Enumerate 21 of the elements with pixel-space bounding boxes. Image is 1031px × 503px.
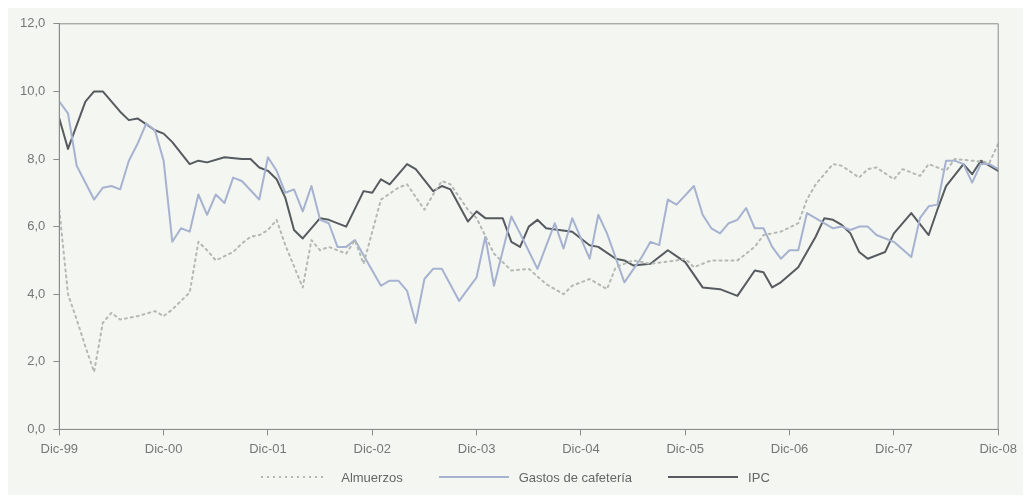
legend-label: Almuerzos [341, 469, 403, 485]
legend-label: IPC [748, 469, 770, 485]
y-tick-label: 8,0 [27, 150, 46, 166]
x-tick-label: Dic-03 [457, 440, 496, 456]
y-tick-label: 4,0 [27, 285, 46, 301]
y-tick-label: 2,0 [27, 353, 46, 369]
x-tick-label: Dic-99 [40, 440, 79, 456]
legend-label: Gastos de cafetería [518, 469, 633, 485]
y-tick-label: 0,0 [27, 420, 46, 436]
line-series [59, 142, 999, 373]
x-tick-label: Dic-00 [144, 440, 183, 456]
x-tick-label: Dic-08 [979, 440, 1018, 456]
x-tick-label: Dic-02 [353, 440, 392, 456]
x-tick-label: Dic-01 [249, 440, 287, 456]
y-tick-label: 10,0 [19, 82, 46, 98]
x-tick-label: Dic-04 [562, 440, 600, 456]
x-tick-label: Dic-06 [770, 440, 809, 456]
x-tick-label: Dic-05 [666, 440, 705, 456]
y-tick-label: 6,0 [27, 218, 46, 234]
x-tick-label: Dic-07 [875, 440, 913, 456]
y-tick-label: 12,0 [19, 15, 46, 31]
